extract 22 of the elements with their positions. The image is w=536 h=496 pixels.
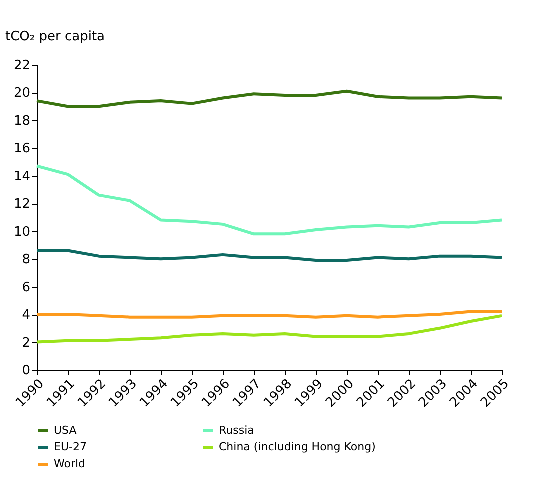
- y-tick-label: 0: [22, 364, 30, 378]
- y-tick-label: 10: [14, 224, 30, 240]
- y-tick-label: 16: [14, 142, 30, 157]
- legend-label: USA: [54, 424, 78, 437]
- y-tick-label: 2: [22, 336, 30, 351]
- y-tick-label: 6: [22, 280, 30, 296]
- legend-label: China (including Hong Kong): [219, 440, 376, 454]
- legend-label: Russia: [219, 424, 254, 437]
- line-series: [36, 164, 504, 236]
- y-tick-label: 4: [22, 308, 30, 324]
- y-tick-label: 18: [14, 114, 30, 129]
- legend-label: World: [54, 458, 86, 470]
- legend-label: EU-27: [54, 440, 87, 454]
- y-tick-label: 12: [14, 197, 30, 212]
- y-tick-label: 20: [14, 86, 30, 102]
- line-series: [36, 314, 504, 344]
- y-tick-label: 22: [14, 58, 30, 74]
- line-series: [36, 249, 504, 262]
- y-axis-title: tCO₂ per capita: [6, 30, 106, 44]
- y-tick-label: 8: [22, 252, 30, 268]
- line-series: [36, 90, 504, 108]
- y-tick-label: 14: [14, 169, 30, 184]
